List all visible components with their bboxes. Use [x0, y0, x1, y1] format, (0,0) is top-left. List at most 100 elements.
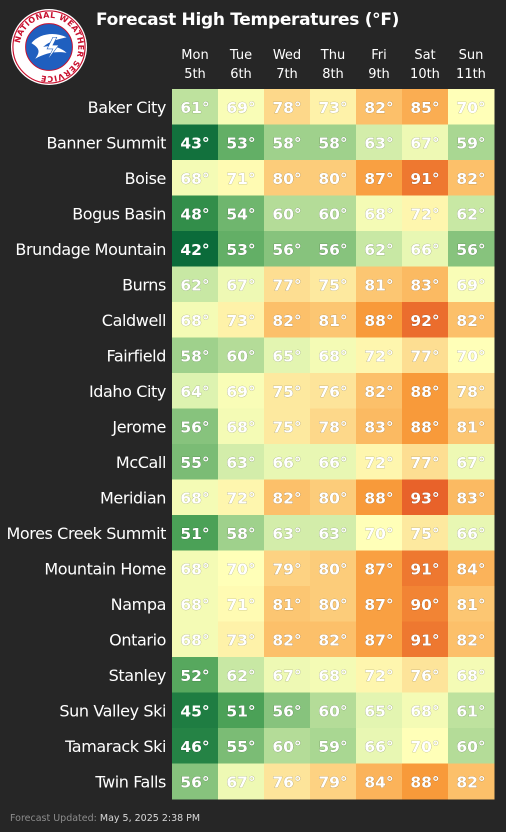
- heatmap-cell: [264, 337, 311, 374]
- cell-value-label: 83°: [456, 489, 485, 507]
- heatmap-cell: [172, 515, 219, 551]
- heatmap-cell: [218, 337, 265, 374]
- heatmap-cell: [356, 373, 403, 409]
- column-day-label: Sat: [414, 48, 435, 63]
- heatmap-cell: [356, 550, 403, 587]
- cell-value-label: 71°: [226, 596, 255, 614]
- heatmap-cell: [356, 728, 403, 764]
- heatmap-cell: [402, 586, 449, 622]
- heatmap-cell: [264, 124, 311, 161]
- cell-value-label: 77°: [410, 347, 439, 365]
- row-label: Mountain Home: [44, 559, 166, 578]
- cell-value-label: 80°: [318, 170, 347, 188]
- cell-value-label: 67°: [226, 773, 255, 791]
- heatmap-cell: [402, 408, 449, 445]
- cell-value-label: 70°: [456, 347, 485, 365]
- heatmap-cell: [402, 550, 449, 587]
- cell-value-label: 60°: [456, 738, 485, 756]
- heatmap-cell: [356, 160, 403, 196]
- heatmap-cell: [218, 124, 265, 161]
- heatmap-cell: [310, 586, 357, 622]
- row-label: Fairfield: [107, 346, 167, 365]
- cell-value-label: 60°: [318, 702, 347, 720]
- cell-value-label: 93°: [410, 489, 439, 507]
- cell-value-label: 77°: [410, 454, 439, 472]
- cell-value-label: 68°: [318, 347, 347, 365]
- cell-value-label: 73°: [318, 99, 347, 117]
- cell-value-label: 56°: [272, 241, 301, 259]
- cell-value-label: 56°: [180, 418, 209, 436]
- column-date-label: 7th: [276, 67, 298, 82]
- cell-value-label: 56°: [272, 702, 301, 720]
- heatmap-cell: [356, 89, 403, 125]
- heatmap-cell: [402, 302, 449, 338]
- heatmap-cell: [264, 195, 311, 232]
- heatmap-cell: [310, 550, 357, 587]
- column-day-label: Mon: [181, 48, 208, 63]
- cell-value-label: 52°: [180, 667, 209, 685]
- cell-value-label: 72°: [410, 205, 439, 223]
- cell-value-label: 88°: [410, 418, 439, 436]
- cell-value-label: 81°: [456, 596, 485, 614]
- cell-value-label: 60°: [226, 347, 255, 365]
- heatmap-cell: [310, 124, 357, 161]
- column-date-label: 8th: [322, 67, 344, 82]
- row-label: Idaho City: [89, 382, 166, 401]
- cell-value-label: 66°: [272, 454, 301, 472]
- heatmap-cell: [264, 621, 311, 658]
- cell-value-label: 87°: [364, 170, 393, 188]
- cell-value-label: 48°: [180, 205, 209, 223]
- heatmap-cell: [356, 124, 403, 161]
- heatmap-cell: [172, 160, 219, 196]
- heatmap-cell: [264, 266, 311, 303]
- row-label: Caldwell: [102, 311, 166, 330]
- heatmap-cell: [310, 692, 357, 729]
- cell-value-label: 56°: [180, 773, 209, 791]
- cell-value-label: 55°: [226, 738, 255, 756]
- heatmap-cell: [172, 266, 219, 303]
- row-label: Mores Creek Summit: [6, 524, 166, 543]
- row-label: Banner Summit: [46, 133, 166, 152]
- heatmap-cell: [356, 586, 403, 622]
- row-label: Twin Falls: [94, 772, 166, 791]
- cell-value-label: 81°: [364, 276, 393, 294]
- heatmap-cell: [218, 763, 265, 800]
- cell-value-label: 58°: [272, 134, 301, 152]
- cell-value-label: 54°: [226, 205, 255, 223]
- cell-value-label: 79°: [272, 560, 301, 578]
- cell-value-label: 72°: [364, 667, 393, 685]
- cell-value-label: 61°: [180, 99, 209, 117]
- heatmap-cell: [264, 586, 311, 622]
- heatmap-cell: [264, 302, 311, 338]
- heatmap-cell: [218, 515, 265, 551]
- cell-value-label: 80°: [318, 489, 347, 507]
- heatmap-cell: [264, 89, 311, 125]
- cell-value-label: 85°: [410, 99, 439, 117]
- chart-title: Forecast High Temperatures (°F): [96, 10, 400, 30]
- row-label: Boise: [125, 169, 166, 188]
- heatmap-cell: [402, 479, 449, 516]
- cell-value-label: 67°: [272, 667, 301, 685]
- heatmap-cell: [402, 515, 449, 551]
- heatmap-cell: [218, 231, 265, 267]
- row-label: McCall: [116, 453, 166, 472]
- cell-value-label: 88°: [364, 312, 393, 330]
- row-label: Burns: [122, 275, 166, 294]
- cell-value-label: 91°: [410, 560, 439, 578]
- cell-value-label: 67°: [410, 134, 439, 152]
- heatmap-cell: [310, 408, 357, 445]
- heatmap-cell: [172, 692, 219, 729]
- cell-value-label: 62°: [180, 276, 209, 294]
- heatmap-cell: [356, 266, 403, 303]
- heatmap-cell: [402, 373, 449, 409]
- heatmap-cell: [218, 550, 265, 587]
- cell-value-label: 81°: [272, 596, 301, 614]
- cell-value-label: 45°: [180, 702, 209, 720]
- heatmap-cell: [310, 89, 357, 125]
- heatmap-cell: [264, 657, 311, 693]
- cell-value-label: 68°: [364, 205, 393, 223]
- cell-value-label: 65°: [364, 702, 393, 720]
- heatmap-cell: [218, 586, 265, 622]
- heatmap-cell: [264, 550, 311, 587]
- cell-value-label: 73°: [226, 312, 255, 330]
